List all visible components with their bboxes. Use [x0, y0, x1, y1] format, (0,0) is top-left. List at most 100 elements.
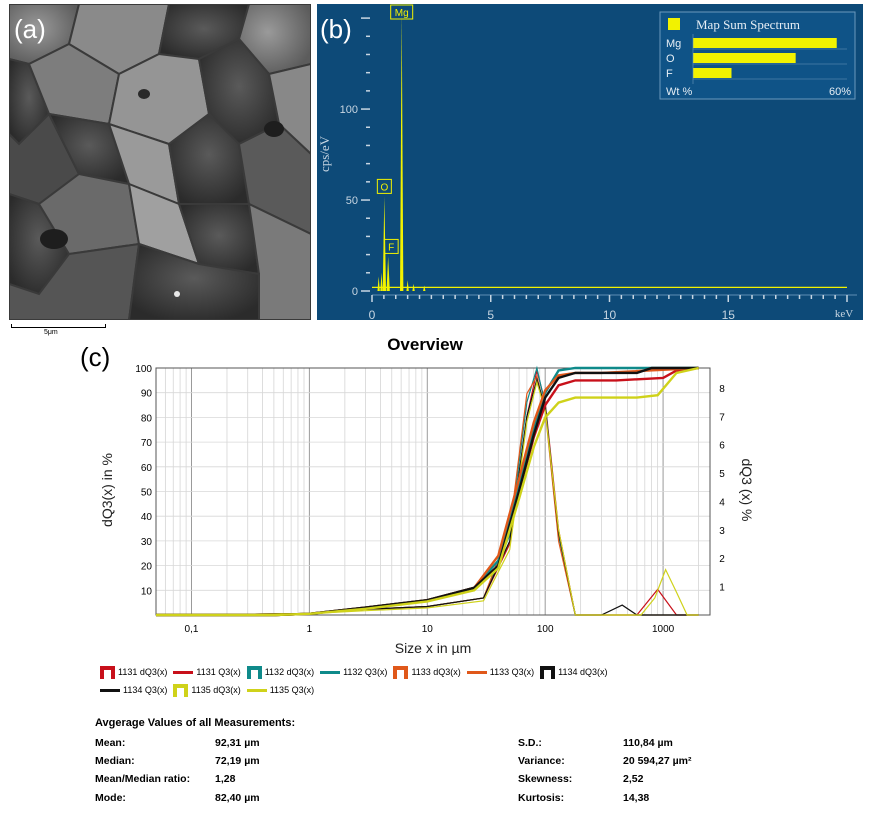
series-line-1135-q3-x-: [156, 366, 699, 617]
y-tick-label: 70: [141, 438, 153, 449]
inset-axis-label: Wt %: [666, 86, 692, 98]
y-tick-label: 20: [141, 562, 153, 573]
peak-label-box: [376, 178, 392, 194]
legend-item: 1132 Q3(x): [320, 667, 387, 677]
y2-axis-label: dQ3 (x) %: [739, 458, 755, 521]
y2-tick-label: 6: [719, 441, 725, 452]
sem-micrograph: [9, 4, 311, 320]
legend-row: 1134 Q3(x) 1135 dQ3(x) 1135 Q3(x): [100, 681, 740, 699]
stat-value: 72,19 µm: [215, 755, 260, 767]
y-axis-label: cps/eV: [317, 135, 332, 172]
legend-swatch: [100, 665, 115, 679]
stat-label: Mean:: [95, 737, 126, 749]
spectrum-minor-peak: [423, 285, 426, 291]
legend-swatch: [246, 665, 262, 679]
legend-label: 1135 dQ3(x): [191, 685, 241, 695]
stat-value: 20 594,27 µm²: [623, 755, 692, 767]
inset-bar-mg: [693, 38, 837, 48]
legend-item: 1134 dQ3(x): [540, 665, 608, 679]
spectrum-minor-peak: [406, 280, 409, 291]
y-tick-label: 100: [340, 104, 358, 116]
inset-title: Map Sum Spectrum: [696, 17, 800, 32]
legend-swatch: [173, 683, 189, 697]
legend-swatch: [393, 665, 409, 679]
legend-label: 1131 dQ3(x): [118, 667, 168, 677]
stat-label: Kurtosis:: [518, 792, 565, 804]
x-axis-label: Size x in µm: [395, 640, 472, 655]
stats-title: Avgerage Values of all Measurements:: [95, 717, 296, 729]
y-axis-label: dQ3(x) in %: [99, 453, 115, 527]
legend-row: 1131 dQ3(x) 1131 Q3(x) 1132 dQ3(x) 1132 Q3(…: [100, 663, 740, 681]
y2-tick-label: 5: [719, 469, 725, 480]
y-tick-label: 10: [141, 586, 153, 597]
y-tick-label: 90: [141, 389, 153, 400]
y-tick-label: 50: [346, 195, 358, 207]
stat-value: 92,31 µm: [215, 737, 260, 749]
legend-item: 1131 dQ3(x): [100, 665, 168, 679]
spectrum-minor-peak: [380, 272, 383, 291]
y-tick-label: 80: [141, 413, 153, 424]
series-line-1135-dq3-x-: [155, 379, 699, 616]
x-tick-label: 0: [369, 308, 376, 320]
legend-label: 1132 dQ3(x): [264, 667, 315, 677]
inset-category-mg: Mg: [666, 38, 681, 50]
stat-value: 110,84 µm: [623, 737, 673, 749]
stat-label: Mean/Median ratio:: [95, 773, 191, 785]
x-tick-label: 0,1: [185, 624, 199, 635]
stat-value: 82,40 µm: [215, 792, 260, 804]
legend-item: 1133 Q3(x): [466, 667, 535, 677]
panel-label-b: (b): [320, 14, 352, 44]
chart-title: Overview: [387, 335, 463, 354]
legend-swatch: [320, 670, 341, 674]
x-tick-label: 1000: [652, 624, 675, 635]
panel-label-c: (c): [80, 342, 111, 372]
y-tick-label: 0: [352, 286, 358, 298]
inset-axis-max-label: 60%: [829, 86, 851, 98]
x-tick-label: 10: [603, 308, 617, 320]
y2-tick-label: 8: [719, 384, 725, 395]
inset-legend-swatch: [668, 18, 680, 30]
legend-swatch: [100, 688, 120, 692]
legend-swatch: [246, 688, 267, 692]
legend-label: 1134 Q3(x): [123, 685, 168, 695]
y2-tick-label: 1: [719, 583, 725, 594]
legend-item: 1135 Q3(x): [246, 685, 315, 695]
y-tick-label: 60: [141, 463, 153, 474]
legend-item: 1134 Q3(x): [100, 685, 167, 695]
y2-tick-label: 7: [719, 412, 725, 423]
legend-label: 1134 dQ3(x): [558, 667, 608, 677]
peak-label-mg: Mg: [395, 8, 409, 19]
stat-label: S.D.:: [518, 737, 542, 749]
peak-label-box: [390, 4, 414, 20]
legend-label: 1135 Q3(x): [269, 685, 315, 695]
legend-item: 1135 dQ3(x): [173, 683, 241, 697]
stat-value: 2,52: [623, 773, 644, 785]
spectrum-minor-peak: [412, 283, 415, 291]
legend-item: 1131 Q3(x): [173, 667, 241, 677]
stat-label: Skewness:: [518, 773, 573, 785]
inset-category-f: F: [666, 68, 673, 80]
legend-item: 1133 dQ3(x): [393, 665, 461, 679]
y-tick-label: 30: [141, 537, 153, 548]
inset-category-o: O: [666, 53, 675, 65]
legend-label: 1133 Q3(x): [489, 667, 535, 677]
scale-bar-label: 5μm: [44, 329, 58, 336]
y-tick-label: 40: [141, 512, 153, 523]
legend-label: 1133 dQ3(x): [411, 667, 461, 677]
plot-frame: [155, 367, 711, 616]
legend-item: 1132 dQ3(x): [246, 665, 315, 679]
x-axis-label: keV: [835, 308, 853, 320]
legend-swatch: [466, 670, 487, 674]
x-tick-label: 10: [422, 624, 434, 635]
x-tick-label: 5: [487, 308, 494, 320]
stat-label: Median:: [95, 755, 135, 767]
legend-swatch: [540, 665, 556, 679]
peak-label-box: [383, 238, 399, 254]
stat-value: 1,28: [215, 773, 236, 785]
y-tick-label: 100: [135, 364, 152, 375]
stat-label: Mode:: [95, 792, 126, 804]
y2-tick-label: 2: [719, 554, 725, 565]
panel-label-a: (a): [14, 14, 46, 44]
inset-bar-o: [693, 53, 796, 63]
x-tick-label: 1: [307, 624, 313, 635]
